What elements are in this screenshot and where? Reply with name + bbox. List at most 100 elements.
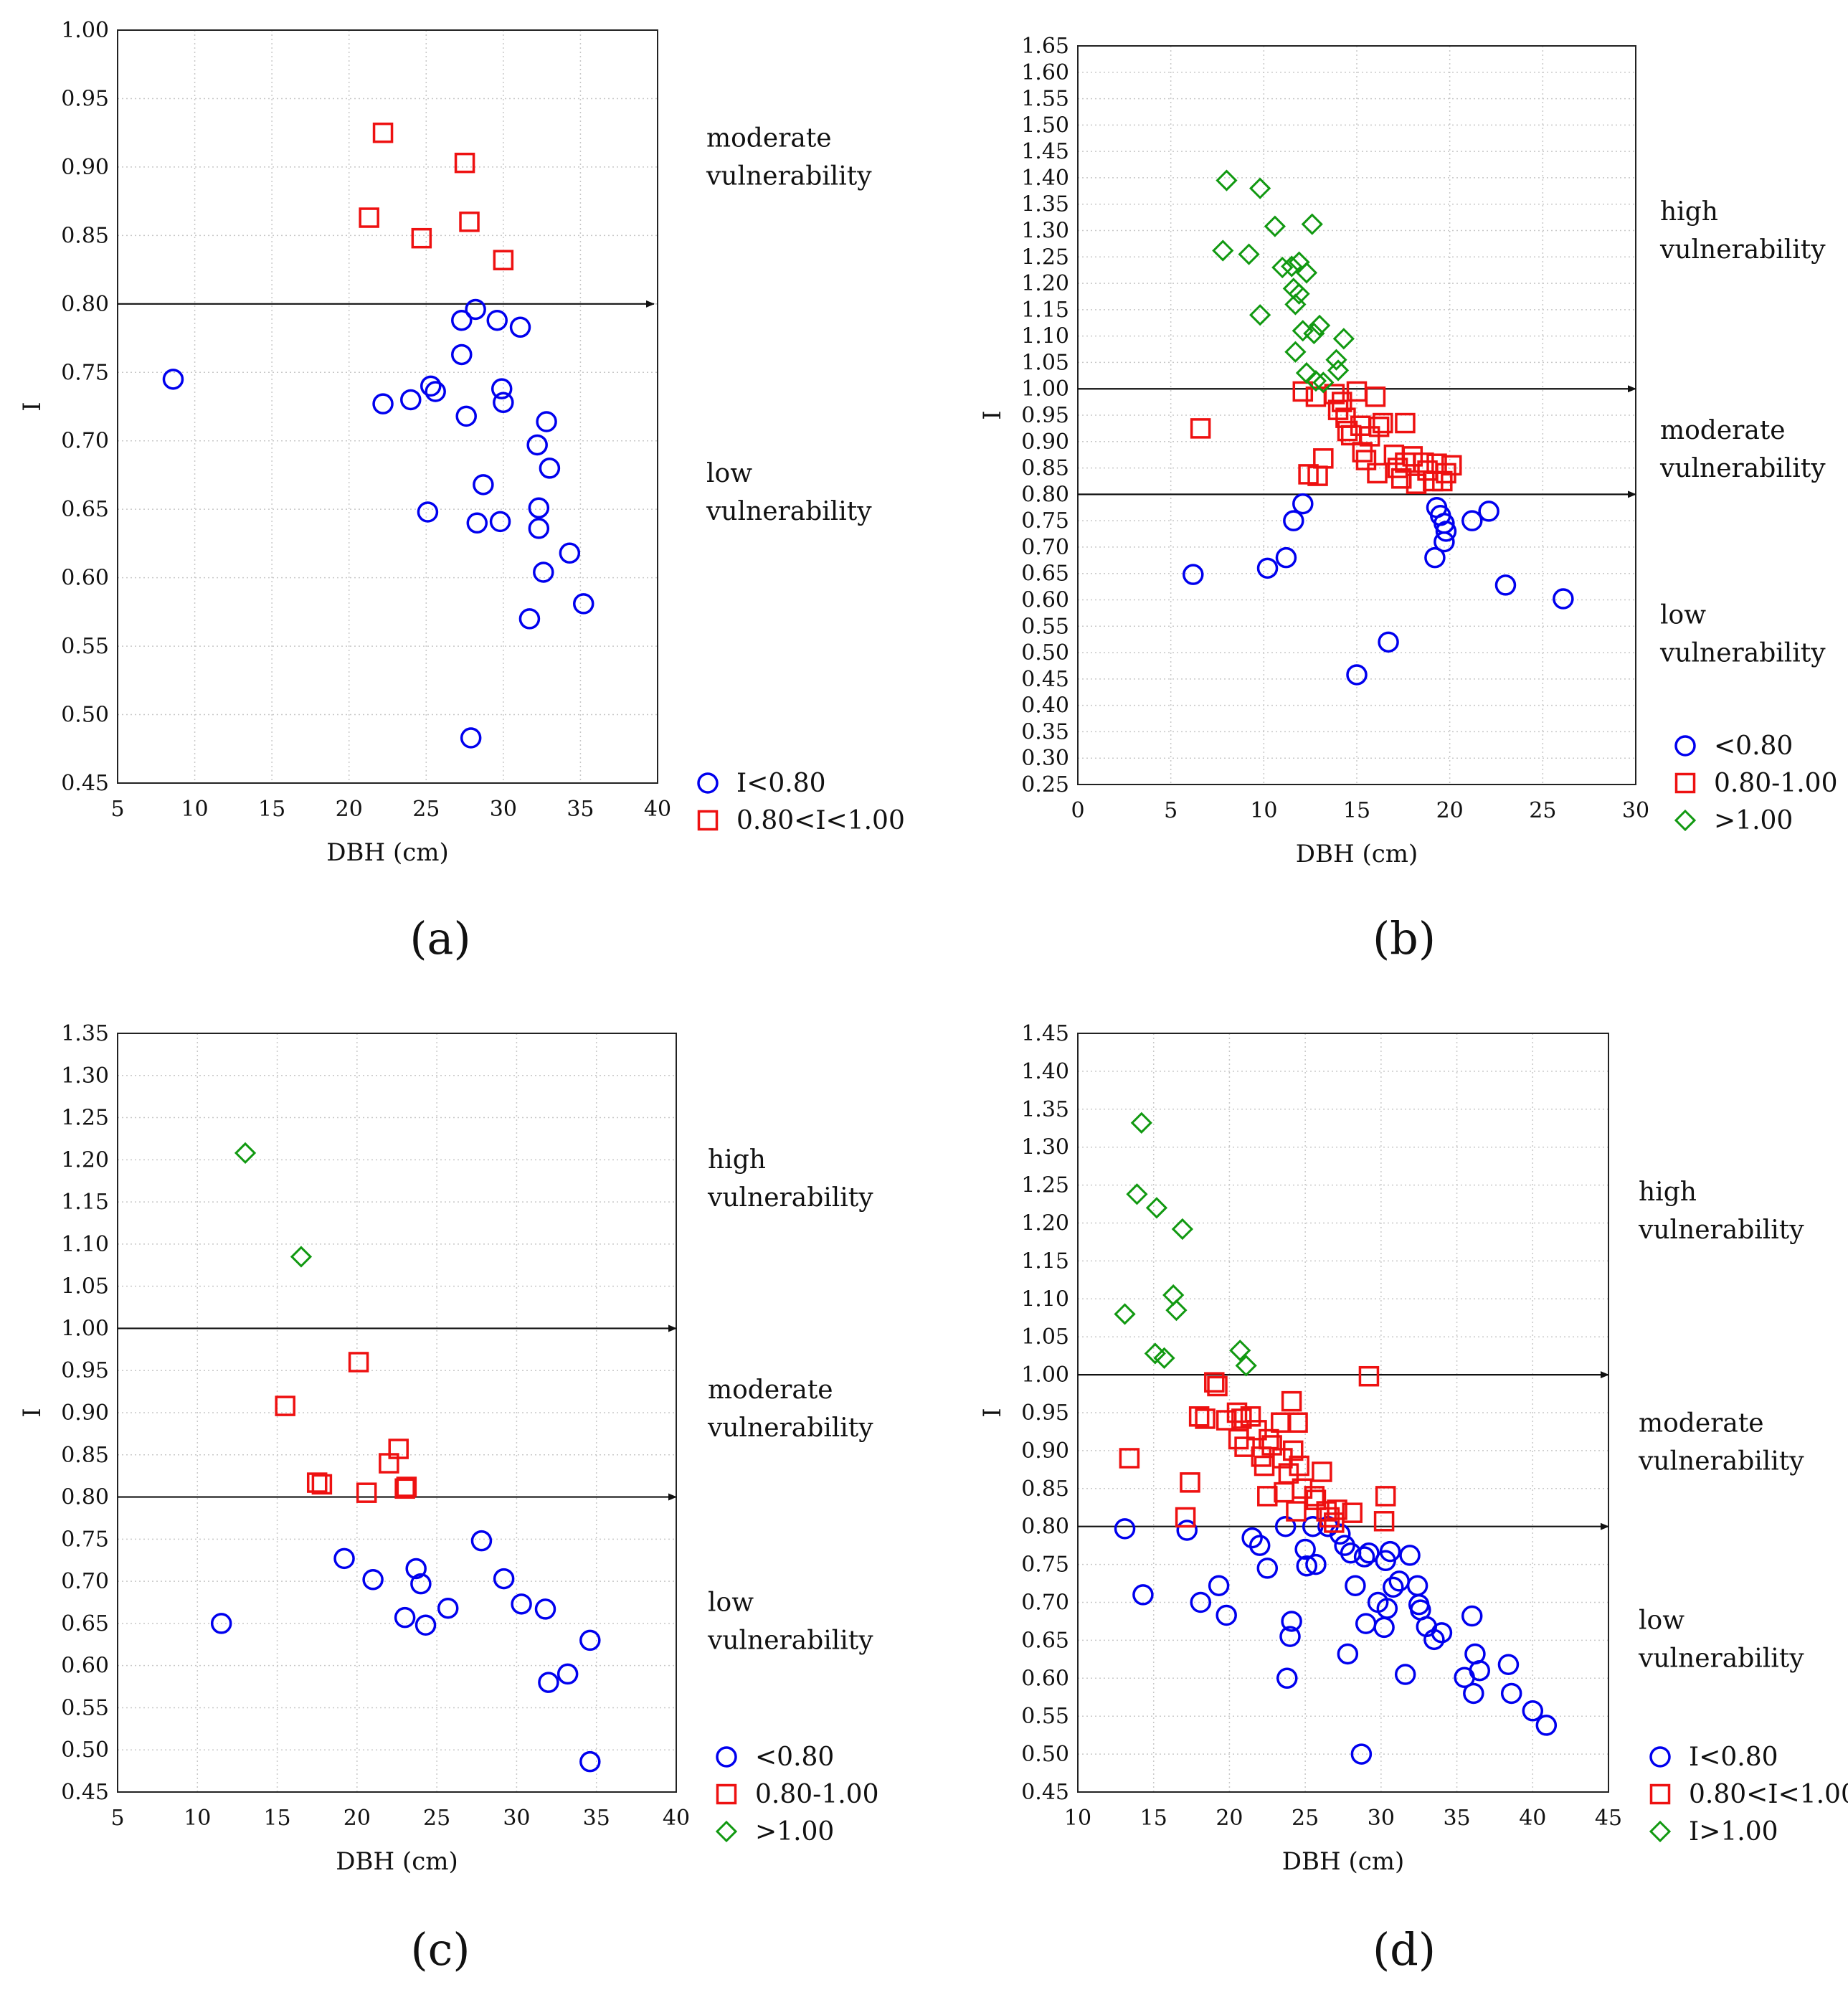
y-tick-label: 0.45	[61, 771, 109, 796]
y-tick-label: 0.60	[1021, 1666, 1069, 1691]
data-point-circle	[420, 375, 442, 397]
data-point-circle	[1497, 1654, 1520, 1676]
series-diamond	[1114, 1111, 1257, 1377]
x-axis-label: DBH (cm)	[1296, 840, 1418, 868]
legend-label: 0.80<I<1.00	[736, 806, 905, 835]
data-point-circle	[579, 1750, 601, 1773]
data-point-square	[1368, 416, 1390, 437]
zone-label-line: moderate	[706, 123, 832, 153]
x-tick-label: 5	[110, 797, 124, 822]
data-point-circle	[1190, 1591, 1212, 1613]
y-tick-label: 0.90	[1021, 1438, 1069, 1464]
data-point-square	[1278, 1463, 1299, 1484]
y-tick-label: 1.45	[1021, 1021, 1069, 1046]
plot-frame	[1077, 45, 1636, 785]
data-point-diamond	[1271, 256, 1294, 279]
data-point-circle	[1305, 1553, 1327, 1575]
data-point-circle	[437, 1597, 459, 1619]
y-tick-label: 0.70	[61, 429, 109, 454]
data-point-square	[356, 1482, 377, 1503]
data-point-circle	[1553, 588, 1574, 610]
y-tick-label: 0.80	[61, 1485, 109, 1510]
data-point-square	[1373, 1511, 1395, 1532]
panel-a: 0.45 0.50 0.55 0.60 0.65 0.70 0.75 0.80 0.85 0.90…	[18, 18, 905, 964]
data-point-diamond	[1114, 1303, 1136, 1325]
legend-label: >1.00	[755, 1817, 834, 1847]
zone-label: low vulnerability	[1638, 1606, 1804, 1674]
panel-c: 0.45 0.50 0.55 0.60 0.65 0.70 0.75 0.80 0.85 0.90…	[18, 1021, 878, 1976]
data-point-diamond	[1171, 1218, 1194, 1241]
x-tick-label: 15	[263, 1806, 290, 1831]
data-point-square	[1313, 448, 1334, 469]
data-point-circle	[400, 389, 422, 411]
data-point-square	[1312, 1461, 1332, 1482]
x-tick-label: 20	[1216, 1806, 1243, 1831]
y-tick-label: 0.75	[61, 1527, 109, 1552]
data-point-circle	[556, 1663, 579, 1685]
data-point-diamond	[1229, 1340, 1251, 1362]
y-tick-label: 0.60	[61, 566, 109, 591]
data-point-circle	[1461, 510, 1483, 531]
data-point-circle	[528, 497, 550, 519]
data-point-diamond	[1282, 278, 1304, 300]
zone-label-line: vulnerability	[1638, 1215, 1804, 1245]
data-point-circle	[1355, 1613, 1377, 1634]
x-tick-label: 15	[1343, 798, 1370, 823]
data-point-square	[1119, 1448, 1140, 1469]
data-point-square	[454, 152, 475, 174]
data-point-square	[1390, 468, 1412, 489]
data-point-circle	[1478, 501, 1499, 522]
data-point-diamond	[1312, 371, 1335, 394]
data-point-square	[1375, 1486, 1396, 1507]
panel-label: (a)	[409, 912, 470, 964]
data-point-circle	[1276, 1667, 1298, 1689]
y-tick-label: 1.40	[1021, 1059, 1069, 1084]
data-point-square	[1395, 412, 1416, 434]
data-point-diamond	[1216, 169, 1238, 191]
data-point-circle	[1469, 1659, 1491, 1682]
y-tick-label: 1.45	[1021, 139, 1069, 164]
y-tick-label: 0.70	[61, 1569, 109, 1594]
y-tick-label: 0.95	[1021, 403, 1069, 428]
y-tick-label: 0.70	[1021, 535, 1069, 560]
legend-marker-diamond	[1649, 1820, 1672, 1843]
data-point-diamond	[1301, 213, 1323, 235]
data-point-square	[1337, 420, 1358, 442]
y-tick-label: 1.40	[1021, 166, 1069, 191]
data-point-square	[372, 122, 394, 143]
zone-label-line: high	[708, 1145, 766, 1175]
legend-label: 0.80-1.00	[1714, 769, 1837, 798]
data-point-circle	[559, 542, 581, 564]
data-point-circle	[451, 309, 473, 331]
data-point-diamond	[1162, 1284, 1185, 1307]
legend-marker-diamond	[715, 1820, 738, 1843]
data-point-circle	[1350, 1743, 1373, 1765]
x-tick-label: 30	[503, 1806, 530, 1831]
y-tick-label: 1.35	[1021, 192, 1069, 217]
y-tick-label: 1.30	[61, 1063, 109, 1089]
x-tick-label: 15	[1140, 1806, 1167, 1831]
data-point-circle	[1330, 1523, 1351, 1545]
legend-marker-square	[1649, 1783, 1671, 1805]
data-point-square	[1287, 1412, 1308, 1433]
data-point-square	[411, 227, 432, 249]
data-point-square	[1282, 1440, 1304, 1461]
data-point-diamond	[234, 1142, 257, 1165]
y-tick-label: 0.50	[1021, 640, 1069, 665]
data-point-circle	[536, 411, 557, 432]
y-tick-label: 0.95	[1021, 1400, 1069, 1426]
y-tick-label: 0.65	[1021, 561, 1069, 587]
data-point-circle	[1435, 521, 1457, 542]
y-tick-label: 0.80	[1021, 482, 1069, 507]
zone-label-line: vulnerability	[1659, 454, 1826, 483]
x-tick-label: 35	[1443, 1806, 1470, 1831]
y-tick-label: 0.95	[61, 86, 109, 111]
y-tick-label: 0.65	[61, 497, 109, 522]
data-point-square	[1286, 1501, 1307, 1522]
data-point-circle	[1256, 1558, 1279, 1579]
data-point-circle	[405, 1558, 427, 1580]
zone-label-line: low	[1639, 1606, 1684, 1636]
x-tick-label: 30	[1622, 798, 1649, 823]
data-point-circle	[534, 1598, 556, 1620]
